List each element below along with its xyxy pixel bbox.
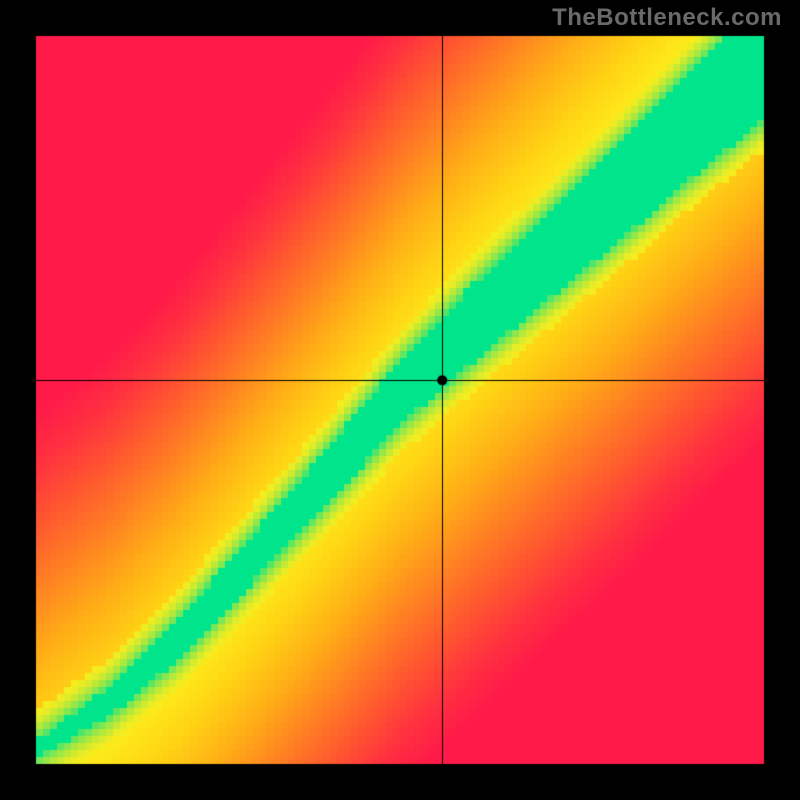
- chart-container: { "watermark": { "text": "TheBottleneck.…: [0, 0, 800, 800]
- bottleneck-heatmap: [0, 0, 800, 800]
- watermark-text: TheBottleneck.com: [552, 4, 782, 32]
